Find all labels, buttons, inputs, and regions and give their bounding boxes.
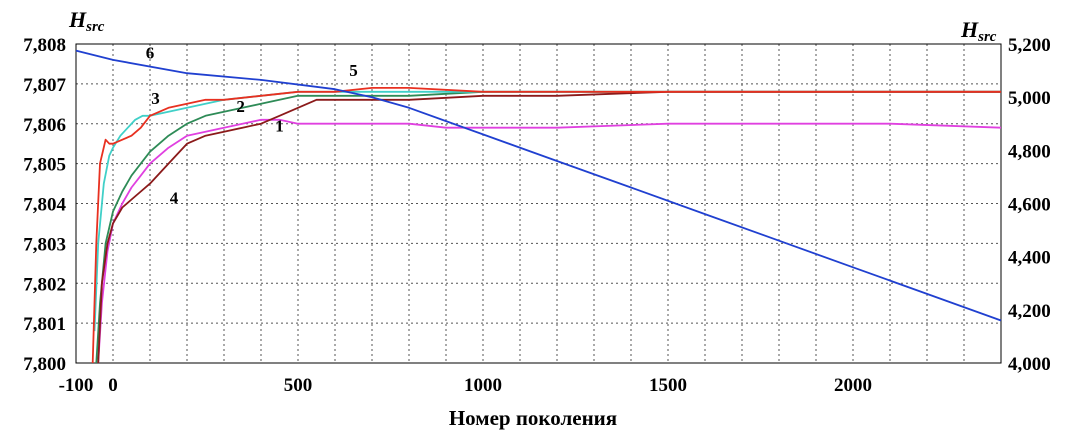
x-tick-label: -100	[59, 375, 94, 396]
series-label-3: 3	[151, 89, 160, 108]
series-line-2	[95, 90, 1001, 364]
y-left-tick-label: 7,807	[23, 75, 66, 96]
y-right-tick-label: 5,000	[1008, 88, 1051, 109]
series-label-6: 6	[146, 44, 155, 63]
x-tick-label: 0	[108, 375, 118, 396]
x-axis-title: Номер поколения	[449, 406, 617, 430]
series-labels: 1 2 3 4 5 6	[146, 44, 358, 208]
y-right-tick-label: 4,400	[1008, 248, 1051, 269]
x-tick-label: 1000	[464, 375, 502, 396]
y-left-axis-label: Hsrc	[68, 7, 105, 35]
x-tick-label: 500	[284, 375, 313, 396]
plot-frame	[75, 43, 1002, 364]
series-label-1: 1	[275, 117, 284, 136]
series-line-6	[75, 49, 1002, 322]
y-right-tick-label: 4,000	[1008, 354, 1051, 375]
series-line-5	[91, 87, 1001, 364]
y-left-tick-label: 7,804	[23, 195, 66, 216]
y-left-tick-label: 7,808	[23, 35, 66, 56]
y-left-tick-label: 7,802	[23, 274, 66, 295]
series-label-2: 2	[236, 97, 245, 116]
tick-labels: -100 0 500 1000 1500 2000 7,800 7,801 7,802 7,803…	[23, 35, 1051, 396]
y-left-tick-label: 7,805	[23, 155, 66, 176]
y-right-tick-label: 4,800	[1008, 141, 1051, 162]
x-tick-label: 1500	[649, 375, 687, 396]
y-right-axis-label: Hsrc	[960, 17, 997, 45]
y-right-tick-label: 5,200	[1008, 35, 1051, 56]
series-label-4: 4	[170, 189, 179, 208]
y-right-tick-label: 4,200	[1008, 301, 1051, 322]
series-line-1	[97, 118, 1002, 364]
y-left-tick-label: 7,800	[23, 354, 66, 375]
x-tick-label: 2000	[834, 375, 872, 396]
series-line-4	[97, 90, 1001, 364]
y-left-tick-label: 7,801	[23, 314, 66, 335]
y-left-tick-label: 7,806	[23, 115, 66, 136]
y-left-tick-label: 7,803	[23, 234, 66, 255]
y-right-tick-label: 4,600	[1008, 195, 1051, 216]
series-lines	[75, 49, 1002, 364]
series-label-5: 5	[349, 61, 358, 80]
